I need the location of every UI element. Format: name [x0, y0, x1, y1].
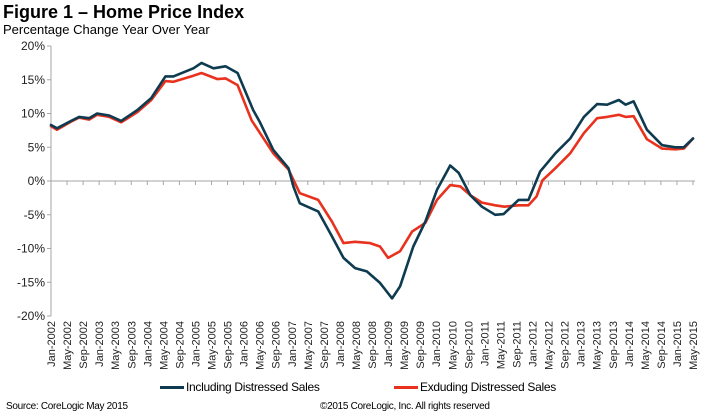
legend-swatch-including	[160, 385, 184, 389]
chart-title: Figure 1 – Home Price Index	[3, 2, 245, 22]
x-tick-label: May-2004	[158, 321, 170, 370]
x-tick-label: Sep-2006	[271, 321, 283, 369]
x-tick-label: May-2014	[640, 321, 652, 370]
legend-swatch-excluding	[394, 385, 418, 389]
x-tick-label: Sep-2011	[511, 321, 523, 368]
x-tick-label: May-2012	[544, 321, 556, 370]
x-tick-label: Jan-2003	[94, 321, 106, 367]
x-tick-label: Jan-2007	[287, 321, 299, 367]
legend-label-including: Including Distressed Sales	[186, 380, 320, 394]
x-tick-label: Sep-2008	[367, 321, 379, 369]
legend-item-including: Including Distressed Sales	[160, 380, 320, 394]
x-tick-label: Sep-2010	[463, 321, 475, 369]
x-tick-label: Jan-2004	[142, 321, 154, 367]
x-tick-label: Sep-2003	[126, 321, 138, 369]
x-tick-label: Sep-2014	[656, 321, 668, 369]
x-tick-label: Jan-2009	[383, 321, 395, 367]
chart-subtitle: Percentage Change Year Over Year	[3, 22, 210, 37]
x-tick-label: Jan-2011	[479, 321, 491, 366]
y-tick-label: 20%	[21, 39, 45, 53]
x-tick-label: May-2015	[688, 321, 700, 370]
x-tick-label: Jan-2013	[576, 321, 588, 367]
x-tick-label: Sep-2002	[78, 321, 90, 369]
x-tick-label: Sep-2007	[319, 321, 331, 369]
x-tick-label: May-2010	[447, 321, 459, 370]
y-tick-label: -5%	[24, 208, 46, 222]
x-tick-label: Sep-2012	[560, 321, 572, 369]
y-tick-label: -20%	[17, 309, 45, 323]
x-tick-label: May-2009	[399, 321, 411, 370]
x-tick-label: Sep-2004	[174, 321, 186, 369]
x-tick-label: Jan-2006	[239, 321, 251, 367]
x-tick-label: May-2003	[110, 321, 122, 370]
x-tick-label: Sep-2013	[608, 321, 620, 369]
series-line-excluding	[49, 71, 695, 260]
x-tick-label: Jan-2002	[46, 321, 58, 367]
y-tick-label: 0%	[28, 174, 46, 188]
copyright-note: ©2015 CoreLogic, Inc. All rights reserve…	[320, 401, 490, 412]
legend-item-excluding: Exduding Distressed Sales	[394, 380, 556, 394]
x-tick-label: May-2006	[255, 321, 267, 370]
x-tick-label: Sep-2009	[415, 321, 427, 369]
x-tick-label: May-2011	[495, 321, 507, 369]
legend-label-excluding: Exduding Distressed Sales	[420, 380, 556, 394]
x-tick-label: Jan-2012	[528, 321, 540, 367]
x-tick-label: May-2013	[592, 321, 604, 370]
x-tick-label: May-2008	[351, 321, 363, 370]
x-tick-label: May-2005	[207, 321, 219, 370]
y-tick-label: -15%	[17, 275, 45, 289]
x-tick-label: Jan-2010	[431, 321, 443, 367]
x-tick-label: Jan-2015	[672, 321, 684, 367]
x-tick-label: May-2007	[303, 321, 315, 370]
source-note: Source: CoreLogic May 2015	[6, 401, 128, 412]
x-tick-label: Sep-2005	[223, 321, 235, 369]
series-line-including	[49, 61, 695, 300]
y-tick-label: -10%	[17, 242, 45, 256]
y-tick-label: 15%	[21, 73, 45, 87]
x-tick-label: Jan-2008	[335, 321, 347, 367]
x-tick-label: Jan-2005	[190, 321, 202, 367]
y-tick-label: 10%	[21, 107, 45, 121]
x-tick-label: May-2002	[62, 321, 74, 370]
y-tick-label: 5%	[28, 140, 46, 154]
x-tick-label: Jan-2014	[624, 321, 636, 367]
